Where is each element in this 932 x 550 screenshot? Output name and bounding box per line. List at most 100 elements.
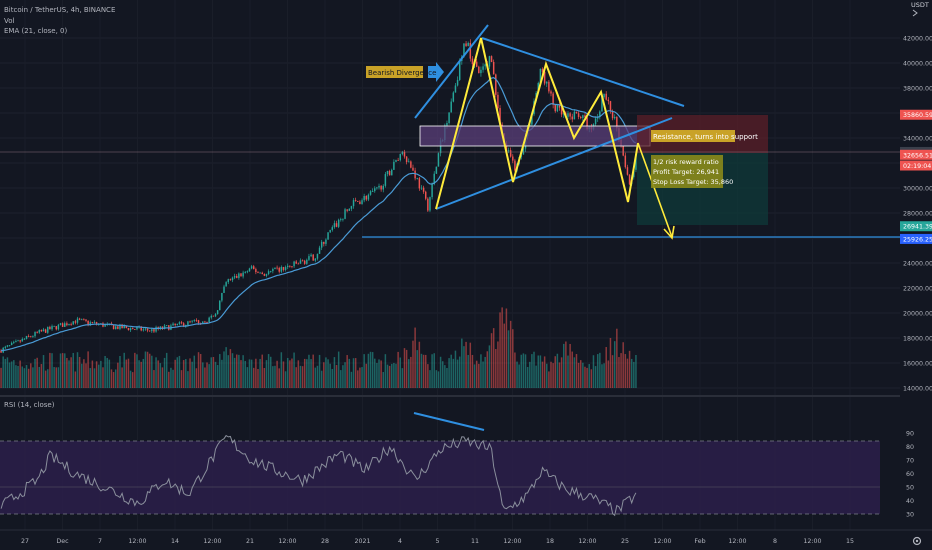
candle-body [163, 325, 166, 329]
candle-body [119, 324, 121, 329]
candle-body [112, 325, 115, 330]
volume-bar [66, 357, 68, 388]
volume-bar [407, 359, 410, 388]
volume-bar [607, 360, 610, 388]
volume-bar [210, 357, 213, 388]
candle-body [384, 174, 387, 186]
volume-bar [571, 351, 573, 388]
volume-bar [78, 356, 81, 388]
price-axis-panel[interactable] [900, 0, 932, 530]
volume-bar [626, 358, 629, 388]
volume-bar [55, 367, 58, 388]
candle-body [17, 340, 19, 342]
risk-line-2: Profit Target: 26,941 [653, 168, 719, 176]
candle-body [424, 191, 427, 199]
candle-body [418, 178, 421, 189]
volume-bar [44, 370, 47, 388]
candle-body [505, 143, 508, 152]
time-tick-label: 4 [398, 538, 402, 545]
candle-body [586, 117, 588, 130]
currency-label: USDT [911, 1, 929, 9]
candle-body [225, 282, 227, 287]
time-tick-label: 12:00 [578, 538, 596, 545]
volume-bar [357, 370, 359, 388]
price-tag-text: 02:19:04 [903, 163, 931, 170]
candle-body [227, 279, 230, 283]
price-axis[interactable]: 42000.0040000.0038000.0036000.0034000.00… [903, 36, 932, 393]
price-wave-path[interactable] [435, 37, 639, 210]
triangle-lower[interactable] [435, 117, 673, 210]
rsi-label[interactable]: RSI (14, close) [4, 401, 55, 409]
volume-bar [172, 369, 174, 388]
volume-bar [42, 355, 45, 388]
ema-label[interactable]: EMA (21, close, 0) [4, 27, 67, 35]
projection-arrow[interactable] [637, 142, 673, 238]
triangle-upper-left[interactable] [414, 24, 489, 119]
candle-body [560, 107, 563, 115]
price-tag-text: 35860.59 [903, 112, 932, 119]
risk-reward-label[interactable]: 1/2 risk reward ratio Profit Target: 26,… [651, 155, 733, 188]
candle-body [8, 345, 11, 346]
volume-bar [91, 360, 94, 388]
vol-label[interactable]: Vol [4, 17, 15, 25]
time-axis-panel[interactable] [0, 530, 932, 550]
volume-bar [541, 361, 544, 388]
volume-bar [329, 363, 331, 388]
candle-body [414, 170, 416, 179]
volume-bar [393, 362, 395, 388]
candle-body [51, 326, 53, 330]
volume-bar [320, 370, 323, 388]
volume-bar [68, 360, 70, 388]
volume-bar [507, 330, 510, 388]
candle-body [153, 329, 155, 332]
volume-bar [13, 360, 15, 388]
volume-bar [446, 367, 448, 388]
volume-bar [110, 369, 113, 388]
time-axis[interactable]: 27 Dec 7 12:00 14 12:00 21 12:00 28 2021 4 5 11 12:00… [21, 538, 854, 545]
volume-bar [371, 352, 374, 388]
volume-bar [125, 359, 128, 388]
divergence-label[interactable]: Bearish Divergence [366, 66, 436, 78]
volume-bar [461, 338, 463, 388]
price-tick-label: 42000.00 [903, 36, 932, 43]
candle-body [475, 61, 478, 67]
volume-bar [420, 353, 423, 388]
volume-bar [325, 357, 327, 388]
candle-body [626, 167, 629, 175]
candle-body [488, 56, 491, 67]
scroll-right-icon[interactable] [912, 9, 918, 17]
candle-body [66, 323, 68, 326]
volume-bar [240, 360, 242, 388]
candle-body [365, 195, 368, 200]
time-tick-label: 2021 [354, 538, 370, 545]
triangle-upper-right[interactable] [481, 37, 685, 107]
candle-body [382, 185, 385, 190]
volume-bar [178, 355, 181, 388]
volume-bar [405, 349, 408, 388]
candle-body [246, 271, 249, 273]
candle-body [531, 114, 533, 125]
symbol-title[interactable]: Bitcoin / TetherUS, 4h, BINANCE [4, 6, 115, 14]
volume-bar [74, 371, 77, 388]
candle-body [314, 258, 317, 261]
resistance-label[interactable]: Resistance, turns into support [651, 130, 758, 142]
rsi-divergence-line[interactable] [413, 412, 485, 431]
volume-bar [59, 353, 62, 388]
volume-bar [32, 367, 34, 388]
volume-bar [36, 357, 38, 388]
candle-body [4, 346, 7, 348]
price-tag [900, 149, 932, 160]
settings-icon[interactable] [912, 536, 922, 546]
candle-body [439, 140, 442, 154]
volume-bar [429, 370, 431, 388]
candle-body [40, 330, 43, 332]
candle-body [85, 319, 87, 321]
candle-body [189, 321, 191, 323]
rsi-axis[interactable]: 90 80 70 60 50 40 30 [906, 431, 914, 519]
candle-body [47, 326, 49, 333]
volume-bar [289, 360, 291, 388]
volume-bar [47, 369, 49, 388]
volume-bar [560, 357, 563, 388]
volume-bar [191, 361, 193, 388]
